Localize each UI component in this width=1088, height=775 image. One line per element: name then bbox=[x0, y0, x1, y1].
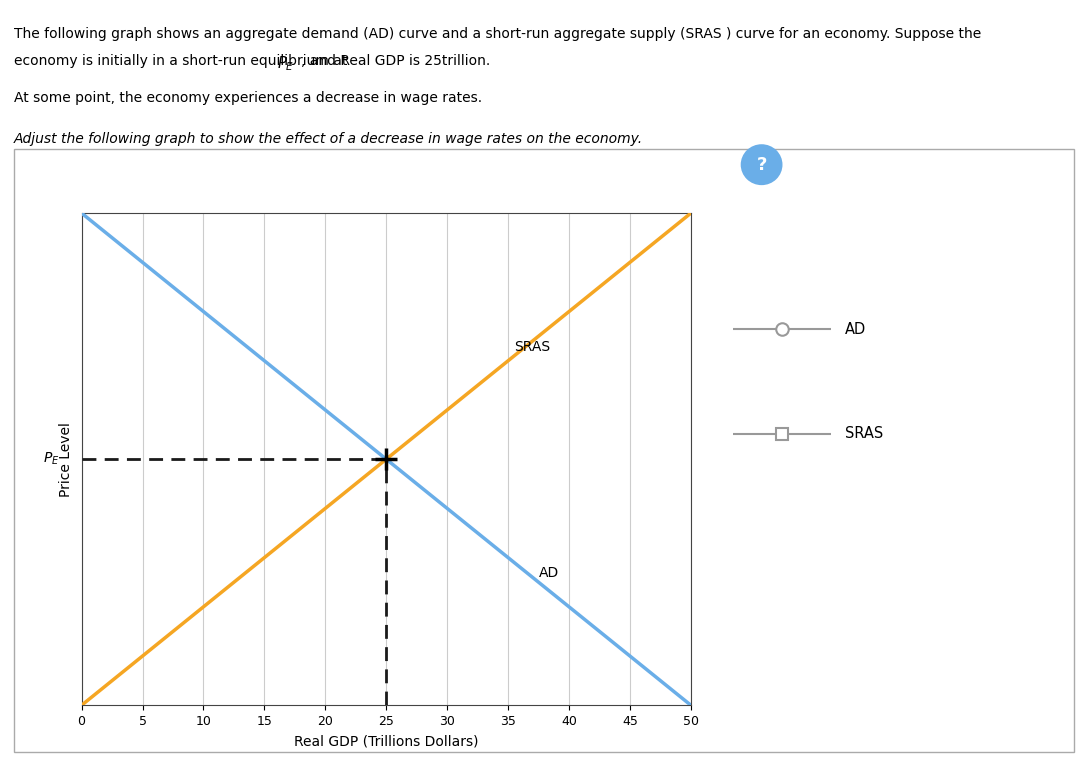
Y-axis label: Price Level: Price Level bbox=[59, 422, 73, 497]
Text: ?: ? bbox=[756, 156, 767, 174]
Text: SRAS: SRAS bbox=[845, 426, 883, 442]
Text: AD: AD bbox=[845, 322, 866, 337]
Text: AD: AD bbox=[539, 567, 559, 580]
Text: $P_E$: $P_E$ bbox=[277, 53, 295, 73]
Text: , and Real GDP is 25trillion.: , and Real GDP is 25trillion. bbox=[301, 54, 491, 68]
Text: SRAS: SRAS bbox=[515, 340, 551, 354]
Text: At some point, the economy experiences a decrease in wage rates.: At some point, the economy experiences a… bbox=[14, 91, 482, 105]
Text: The following graph shows an aggregate demand (AD) curve and a short-run aggrega: The following graph shows an aggregate d… bbox=[14, 27, 981, 41]
X-axis label: Real GDP (Trillions Dollars): Real GDP (Trillions Dollars) bbox=[294, 735, 479, 749]
Text: economy is initially in a short-run equilibrium at: economy is initially in a short-run equi… bbox=[14, 54, 351, 68]
Circle shape bbox=[741, 144, 782, 185]
Text: $P_E$: $P_E$ bbox=[44, 451, 60, 467]
Text: Adjust the following graph to show the effect of a decrease in wage rates on the: Adjust the following graph to show the e… bbox=[14, 132, 643, 146]
